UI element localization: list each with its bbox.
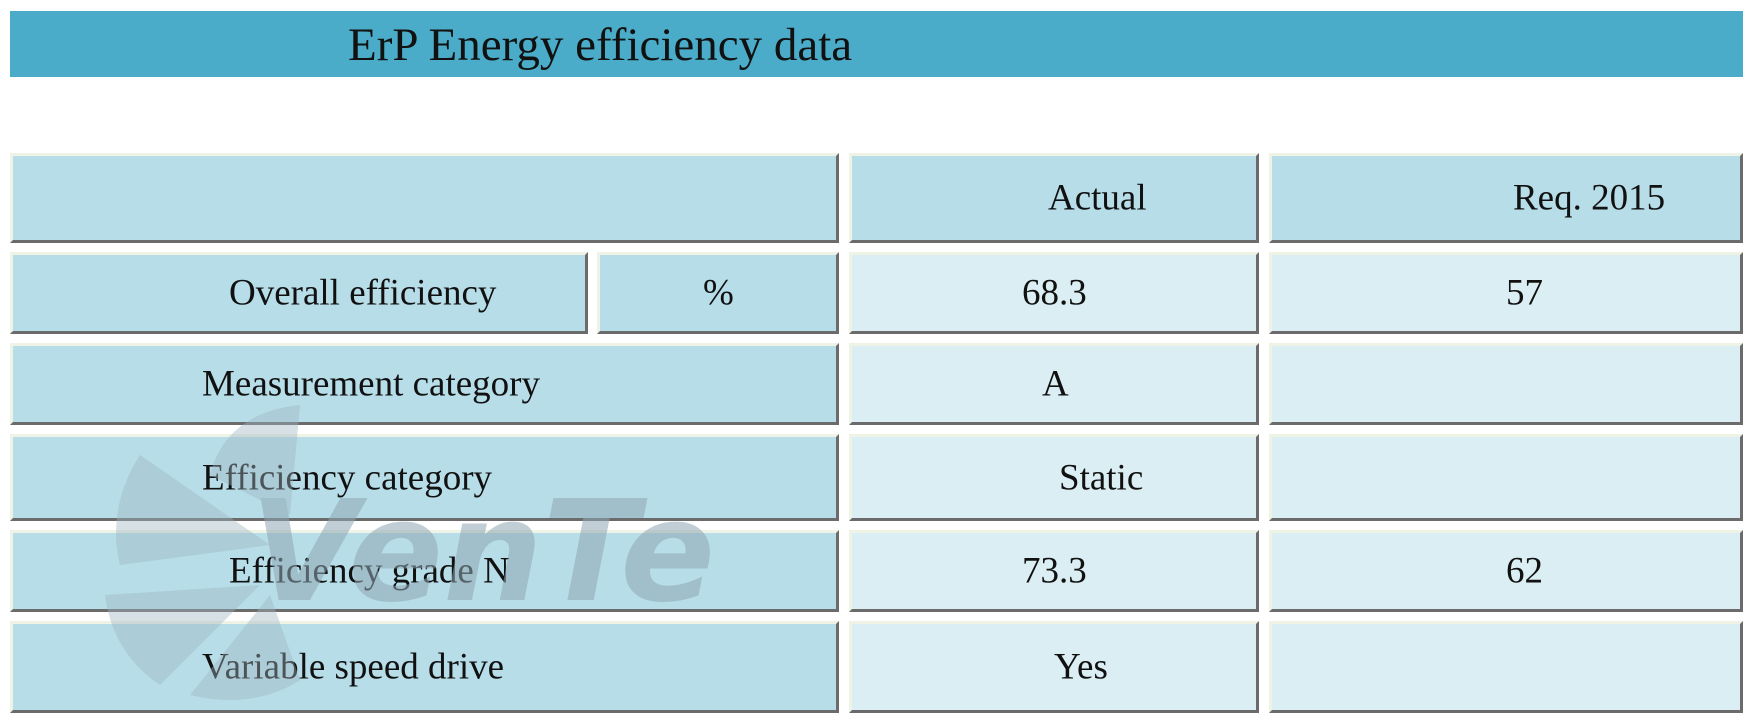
row-label: Overall efficiency [229,272,497,314]
row-label-cell: Efficiency category [10,434,839,521]
row-required-value: 57 [1506,272,1543,314]
header-required: Req. 2015 [1513,177,1666,219]
row-label: Measurement category [202,363,540,405]
row-actual-cell: Static [849,434,1259,521]
row-required-value: 62 [1506,550,1543,592]
row-required-cell [1269,621,1743,713]
row-actual-value: 73.3 [1022,550,1087,592]
header-required-cell: Req. 2015 [1269,153,1743,243]
row-actual-value: Static [1059,457,1144,498]
row-required-cell: 57 [1269,252,1743,334]
row-label-cell: Variable speed drive [10,621,839,713]
row-label: Efficiency category [202,457,493,498]
row-actual-value: Yes [1054,646,1108,688]
row-actual-value: 68.3 [1022,272,1087,314]
row-actual-value: A [1042,363,1069,405]
row-label-cell: Efficiency grade N [10,530,839,612]
row-unit-cell: % [597,252,839,334]
row-label: Efficiency grade N [229,550,510,592]
page-title: ErP Energy efficiency data [348,19,853,71]
title-bar: ErP Energy efficiency data [10,11,1743,77]
row-label: Variable speed drive [202,646,505,688]
header-actual-cell: Actual [849,153,1259,243]
row-required-cell: 62 [1269,530,1743,612]
row-label-cell: Measurement category [10,343,839,425]
row-actual-cell: Yes [849,621,1259,713]
header-label-cell [10,153,839,243]
row-unit: % [703,272,734,314]
row-actual-cell: A [849,343,1259,425]
row-label-cell: Overall efficiency [10,252,588,334]
row-required-cell [1269,434,1743,521]
row-actual-cell: 73.3 [849,530,1259,612]
row-actual-cell: 68.3 [849,252,1259,334]
row-required-cell [1269,343,1743,425]
header-actual: Actual [1048,177,1147,219]
